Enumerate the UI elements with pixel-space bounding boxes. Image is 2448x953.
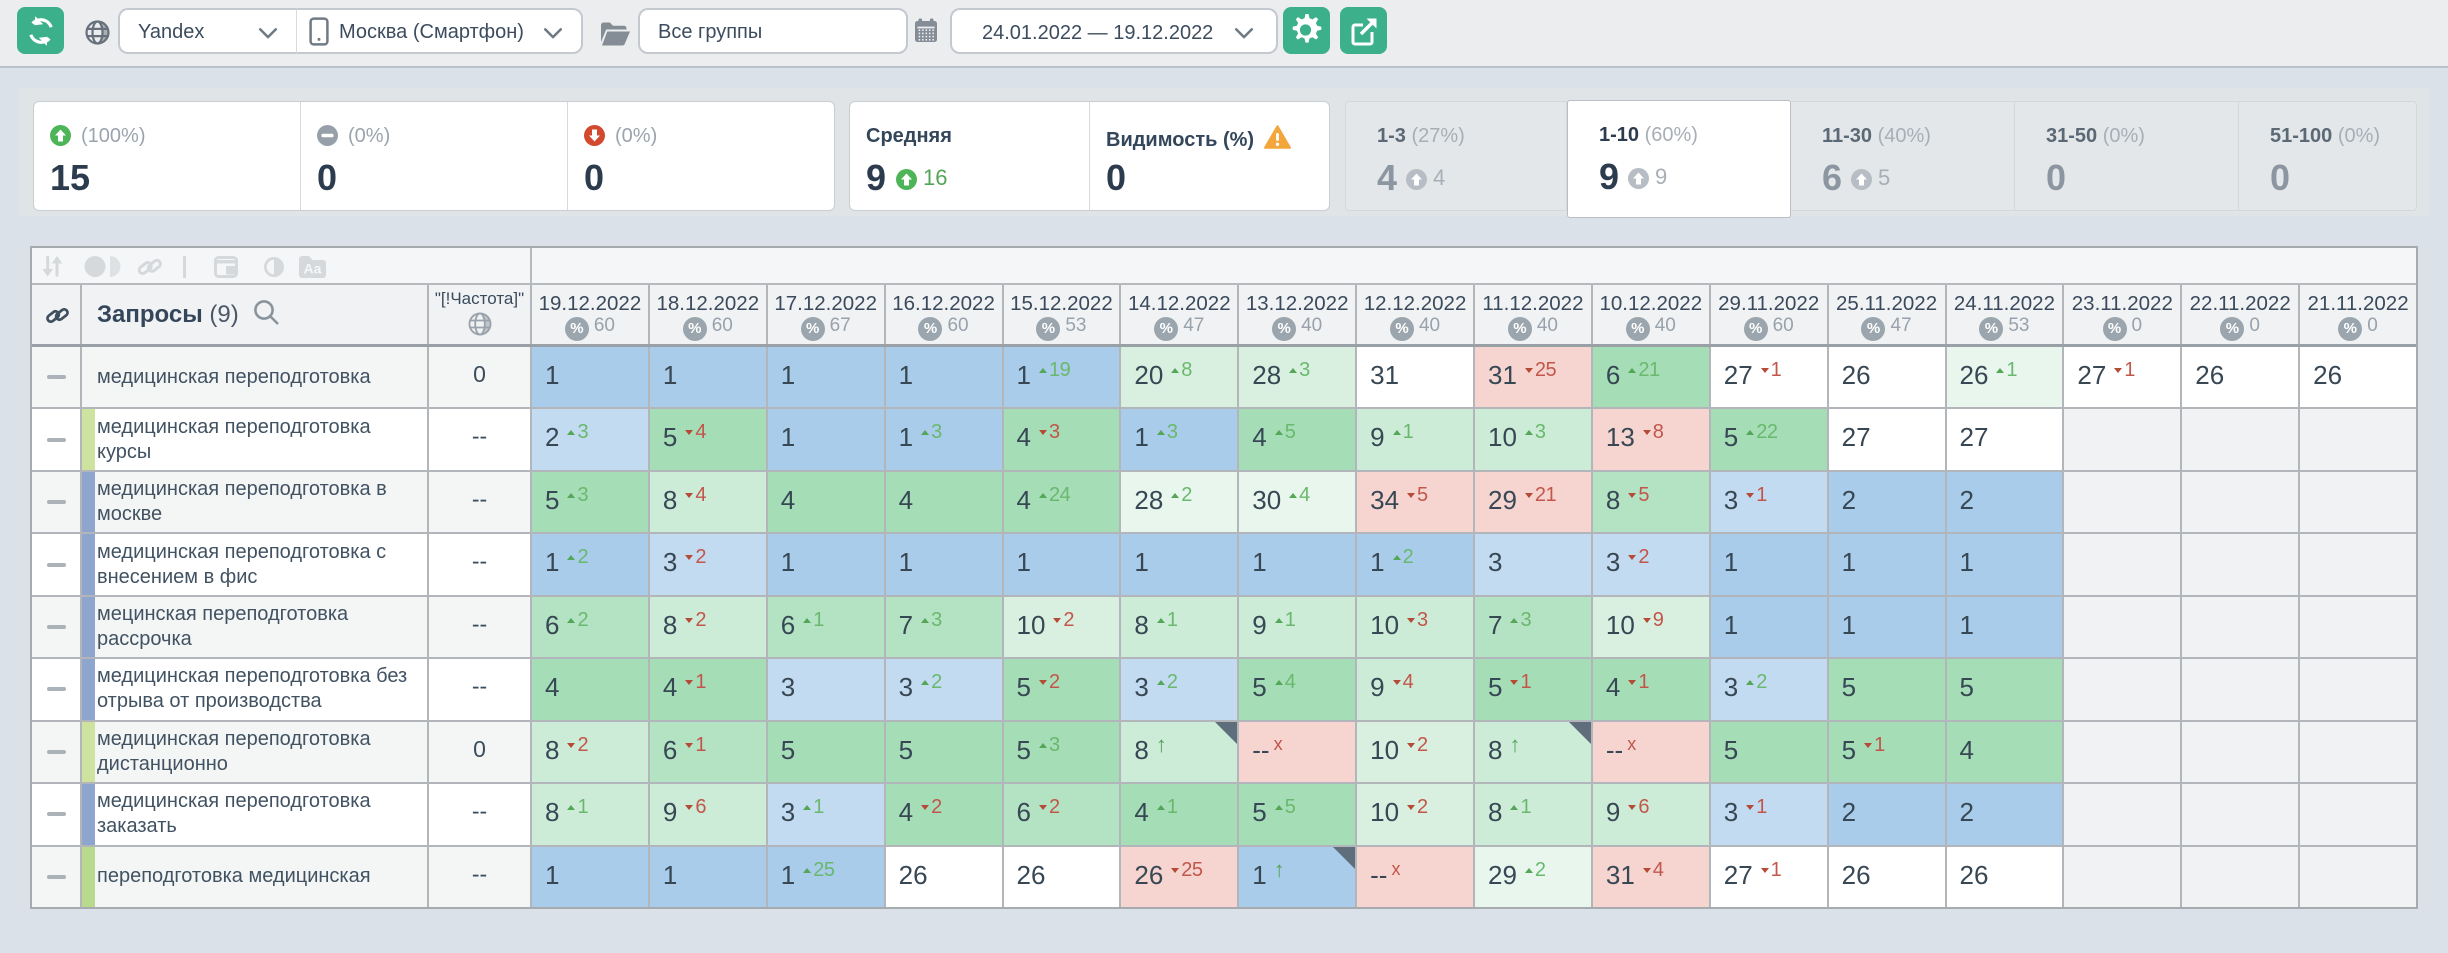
svg-text:Aa: Aa [304, 261, 322, 277]
